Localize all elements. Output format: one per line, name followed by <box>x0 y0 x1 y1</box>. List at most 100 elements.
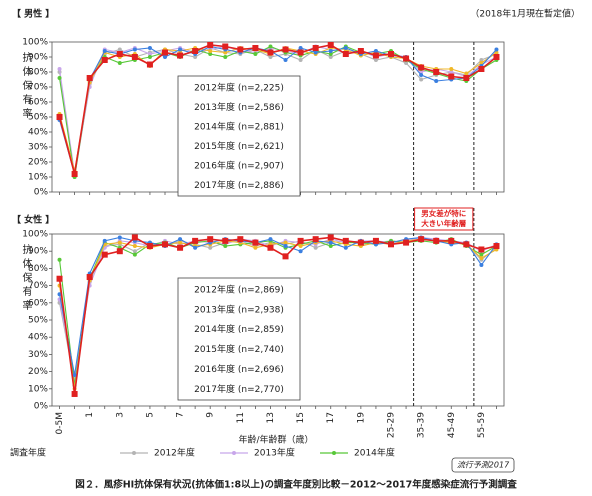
legend-title: 調査年度 <box>10 447 46 459</box>
data-point <box>208 49 213 53</box>
data-point <box>479 58 484 62</box>
data-point <box>177 52 184 59</box>
data-point <box>373 49 378 53</box>
annotation-box <box>414 207 474 231</box>
data-point <box>223 50 228 55</box>
data-point <box>237 46 244 53</box>
data-point <box>298 244 303 249</box>
data-point <box>328 49 333 53</box>
data-point <box>132 252 137 257</box>
data-point <box>434 79 439 83</box>
data-point <box>418 236 425 243</box>
y-tick-label: 90% <box>28 247 48 257</box>
data-point <box>132 249 137 254</box>
x-tick-label: 3 <box>115 412 125 418</box>
x-tick-label: 19 <box>356 412 366 424</box>
data-point <box>342 237 349 244</box>
data-point <box>223 55 228 59</box>
data-point <box>283 58 288 62</box>
logo: 流行予測2017 <box>457 461 510 470</box>
n-label: 2013年度 (n=2,938) <box>194 303 284 315</box>
data-point <box>298 46 303 50</box>
data-point <box>146 243 153 250</box>
y-tick-label: 0% <box>34 188 49 198</box>
x-tick-label: 35-39 <box>417 412 427 438</box>
data-point <box>494 47 499 52</box>
data-point <box>253 245 258 250</box>
data-point <box>372 52 379 59</box>
n-box <box>177 277 301 401</box>
y-tick-label: 50% <box>28 316 48 326</box>
y-tick-label: 80% <box>28 68 48 78</box>
y-tick-label: 10% <box>28 173 48 183</box>
data-point <box>223 244 228 249</box>
data-point <box>207 236 214 243</box>
y-tick-label: 50% <box>28 113 48 123</box>
n-label: 2013年度 (n=2,586) <box>194 101 284 113</box>
data-point <box>342 51 349 57</box>
data-point <box>479 61 484 65</box>
x-tick-label: 5 <box>145 412 155 418</box>
legend-label: 2012年度 <box>154 447 195 459</box>
x-tick-label: 17 <box>326 412 336 423</box>
x-tick-label: 11 <box>236 412 246 423</box>
data-point <box>222 237 229 244</box>
data-point <box>162 241 168 248</box>
data-point <box>328 240 333 245</box>
data-point <box>207 42 214 48</box>
data-point <box>283 244 288 249</box>
n-box <box>177 75 301 197</box>
data-point <box>479 262 484 267</box>
data-point <box>193 55 198 59</box>
data-point <box>388 51 394 57</box>
y-tick-label: 30% <box>28 143 48 153</box>
data-point <box>163 55 167 59</box>
data-point <box>282 46 289 53</box>
data-point <box>117 240 122 245</box>
data-point <box>116 51 123 57</box>
data-point <box>343 245 348 250</box>
data-point <box>192 237 199 244</box>
data-point <box>388 241 394 248</box>
data-point <box>116 248 123 255</box>
y-tick-label: 20% <box>28 158 48 168</box>
x-tick-label: 1 <box>85 412 95 418</box>
y-axis-title: 抗体保有率 <box>20 243 32 314</box>
data-point <box>222 43 229 50</box>
data-point <box>132 47 137 52</box>
data-point <box>253 52 258 56</box>
data-point <box>252 239 259 246</box>
data-point <box>449 67 454 71</box>
data-point <box>208 245 213 250</box>
x-tick-label: 7 <box>176 412 186 418</box>
data-point <box>478 246 485 253</box>
data-point <box>131 54 138 60</box>
y-tick-label: 40% <box>28 333 48 343</box>
data-point <box>132 244 137 249</box>
data-point <box>102 238 107 243</box>
legend-label: 2013年度 <box>254 447 295 459</box>
data-point <box>178 237 183 242</box>
x-tick-label: 15 <box>296 412 306 423</box>
data-point <box>372 237 379 244</box>
data-point <box>327 234 334 241</box>
x-tick-label: 13 <box>266 412 276 423</box>
x-tick-label: 25-29 <box>387 412 397 438</box>
data-point <box>312 236 319 243</box>
n-label: 2014年度 (n=2,859) <box>194 323 284 335</box>
data-point <box>328 244 333 249</box>
y-tick-label: 60% <box>28 298 48 308</box>
data-point <box>357 239 364 246</box>
data-point <box>117 235 122 240</box>
n-label: 2012年度 (n=2,225) <box>194 82 284 94</box>
data-point <box>328 52 333 56</box>
data-point <box>71 171 78 177</box>
series-line <box>59 45 497 175</box>
n-label: 2015年度 (n=2,621) <box>194 140 284 152</box>
data-point <box>433 69 440 75</box>
data-point <box>343 46 348 50</box>
x-tick-label: 45-49 <box>447 412 457 438</box>
data-point <box>479 256 484 261</box>
data-point <box>56 114 63 120</box>
